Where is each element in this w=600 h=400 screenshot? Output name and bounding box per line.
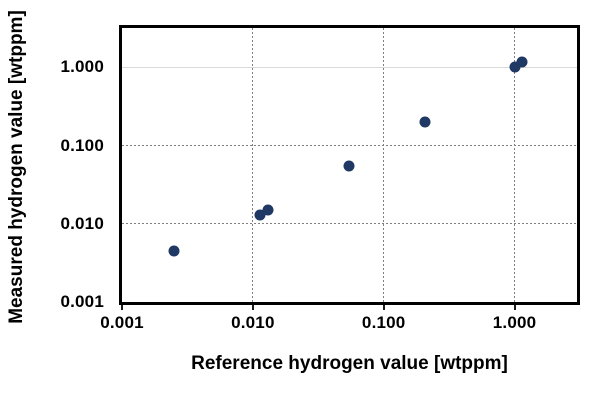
x-axis-title: Reference hydrogen value [wtppm] (191, 353, 508, 374)
x-tick-label: 0.100 (361, 313, 406, 332)
data-point (254, 209, 266, 221)
data-point (343, 160, 355, 172)
x-tick-label: 0.010 (231, 313, 275, 332)
gridline-horizontal-light (122, 66, 577, 68)
gridline-horizontal (122, 145, 577, 147)
y-tick-label: 0.010 (60, 213, 104, 233)
x-tick-label: 0.001 (100, 313, 144, 332)
data-point (516, 56, 527, 68)
plot-frame (119, 25, 580, 305)
data-point (509, 61, 521, 73)
plot-area (122, 28, 577, 302)
x-tick-mark (251, 305, 254, 310)
gridline-horizontal (122, 223, 577, 225)
x-tick-mark (513, 305, 516, 310)
x-tick-label: 1.000 (492, 313, 537, 332)
x-tick-mark (121, 305, 123, 310)
data-point (419, 116, 430, 128)
y-axis-title: Measured hydrogen value [wtppm] (6, 10, 27, 324)
data-point (262, 204, 274, 216)
gridline-vertical (514, 28, 516, 302)
gridline-vertical (252, 28, 254, 302)
y-tick-label: 1.000 (60, 57, 104, 77)
x-tick-mark (382, 305, 385, 310)
y-tick-label: 0.001 (60, 292, 104, 311)
y-tick-label: 0.100 (60, 135, 104, 155)
gridline-vertical (383, 28, 385, 302)
data-point (168, 245, 180, 257)
